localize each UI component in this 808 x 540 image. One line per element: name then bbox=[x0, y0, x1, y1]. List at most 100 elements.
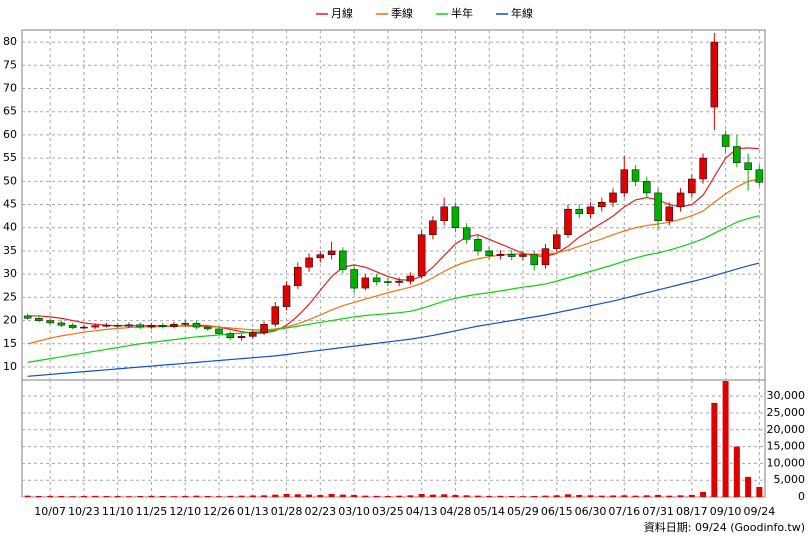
candle-body bbox=[125, 324, 133, 327]
volume-bar bbox=[452, 494, 459, 497]
volume-bar bbox=[621, 495, 628, 497]
volume-bar bbox=[463, 495, 470, 497]
x-tick-label: 03/10 bbox=[338, 505, 370, 518]
candle-body bbox=[586, 206, 595, 215]
volume-bar bbox=[587, 495, 594, 497]
volume-bar bbox=[711, 402, 718, 497]
volume-bar bbox=[204, 495, 211, 497]
candle-body bbox=[564, 208, 572, 235]
candle-body bbox=[339, 250, 347, 270]
candle-body bbox=[451, 206, 460, 228]
candle-body bbox=[68, 324, 77, 328]
candle-body bbox=[384, 281, 392, 283]
volume-bar bbox=[362, 495, 369, 497]
candle-body bbox=[654, 192, 662, 222]
volume-bar bbox=[272, 494, 279, 497]
x-tick-label: 03/25 bbox=[372, 505, 404, 518]
x-tick-label: 10/07 bbox=[34, 505, 66, 518]
volume-bar bbox=[339, 494, 346, 497]
volume-bar bbox=[227, 495, 234, 497]
y2-tick-label: 15,000 bbox=[767, 440, 806, 453]
candle-body bbox=[519, 254, 527, 257]
x-tick-label: 08/17 bbox=[676, 505, 708, 518]
y2-tick-label: 20,000 bbox=[767, 423, 806, 436]
volume-bar bbox=[396, 495, 403, 497]
x-tick-label: 06/30 bbox=[575, 505, 607, 518]
candle-body bbox=[710, 41, 719, 108]
candle-body bbox=[305, 257, 313, 268]
candle-body bbox=[215, 328, 223, 334]
y-tick-label: 80 bbox=[3, 35, 17, 48]
candle-body bbox=[631, 169, 640, 182]
candle-body bbox=[755, 169, 764, 183]
candle-body bbox=[316, 254, 325, 259]
volume-bar bbox=[170, 496, 177, 497]
volume-bar bbox=[677, 495, 684, 497]
y-tick-label: 15 bbox=[3, 337, 17, 350]
candle-body bbox=[541, 248, 550, 266]
volume-bar bbox=[576, 494, 583, 497]
candle-body bbox=[598, 201, 606, 208]
y-tick-label: 10 bbox=[3, 360, 17, 373]
x-tick-label: 09/24 bbox=[744, 505, 776, 518]
candle-body bbox=[136, 324, 144, 328]
volume-bar bbox=[69, 496, 76, 497]
volume-bar bbox=[508, 495, 515, 497]
volume-bar bbox=[103, 495, 110, 497]
candle-body bbox=[327, 250, 336, 255]
volume-bar bbox=[519, 496, 526, 497]
y-tick-label: 70 bbox=[3, 81, 17, 94]
y2-tick-label: 25,000 bbox=[767, 406, 806, 419]
x-tick-label: 09/10 bbox=[710, 505, 742, 518]
volume-bar bbox=[249, 495, 256, 497]
candle-body bbox=[699, 157, 707, 180]
candle-body bbox=[496, 253, 505, 256]
candle-body bbox=[91, 325, 99, 328]
candle-body bbox=[57, 322, 66, 326]
volume-bar bbox=[294, 494, 301, 497]
moving-average-line bbox=[27, 215, 760, 363]
x-tick-label: 05/14 bbox=[473, 505, 505, 518]
x-tick-label: 07/16 bbox=[608, 505, 640, 518]
volume-bar bbox=[159, 495, 166, 497]
y-tick-label: 65 bbox=[3, 105, 17, 118]
volume-bar bbox=[47, 495, 54, 497]
volume-bar bbox=[666, 495, 673, 497]
volume-bar bbox=[756, 486, 763, 497]
candle-body bbox=[80, 326, 88, 329]
volume-bar bbox=[553, 495, 560, 497]
x-tick-label: 11/10 bbox=[102, 505, 134, 518]
volume-bar bbox=[733, 446, 740, 497]
candle-body bbox=[192, 323, 201, 328]
volume-bar bbox=[261, 495, 268, 497]
candle-body bbox=[102, 324, 111, 327]
candle-body bbox=[113, 324, 122, 327]
y-tick-label: 55 bbox=[3, 151, 17, 164]
volume-bar bbox=[497, 495, 504, 497]
y-tick-label: 25 bbox=[3, 290, 17, 303]
candle-body bbox=[440, 206, 448, 222]
x-tick-label: 01/28 bbox=[271, 505, 303, 518]
volume-bar bbox=[125, 496, 132, 497]
y-tick-label: 50 bbox=[3, 174, 17, 187]
volume-bar bbox=[216, 496, 223, 497]
candle-body bbox=[260, 324, 268, 333]
volume-bar bbox=[283, 493, 290, 497]
volume-bar bbox=[148, 495, 155, 497]
candle-body bbox=[170, 324, 178, 327]
x-tick-label: 01/13 bbox=[237, 505, 269, 518]
x-tick-label: 04/28 bbox=[440, 505, 472, 518]
candle-body bbox=[429, 220, 437, 235]
y-tick-label: 40 bbox=[3, 221, 17, 234]
candle-body bbox=[46, 320, 54, 324]
volume-bar bbox=[722, 381, 729, 497]
y-tick-label: 30 bbox=[3, 267, 17, 280]
y2-tick-label: 30,000 bbox=[767, 389, 806, 402]
legend-label: 年線 bbox=[511, 6, 533, 20]
candle-body bbox=[552, 234, 561, 249]
volume-bar bbox=[80, 495, 87, 497]
candle-body bbox=[249, 332, 257, 337]
x-tick-label: 10/23 bbox=[68, 505, 100, 518]
volume-bar bbox=[373, 495, 380, 497]
candle-body bbox=[665, 206, 674, 222]
